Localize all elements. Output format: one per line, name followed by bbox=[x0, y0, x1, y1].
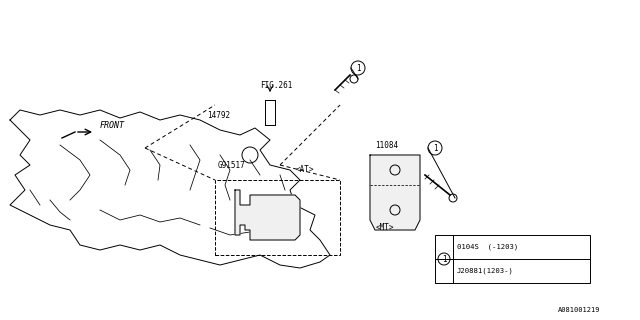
Text: 1: 1 bbox=[433, 143, 437, 153]
Text: <MT>: <MT> bbox=[376, 223, 394, 232]
Text: 0104S  (-1203): 0104S (-1203) bbox=[457, 244, 518, 250]
Text: 1: 1 bbox=[442, 254, 446, 263]
Text: <AT>: <AT> bbox=[296, 165, 314, 174]
Text: FIG.261: FIG.261 bbox=[260, 81, 292, 90]
Text: G91517: G91517 bbox=[218, 161, 246, 170]
Text: J20881(1203-): J20881(1203-) bbox=[457, 268, 514, 274]
Text: 11084: 11084 bbox=[375, 141, 398, 150]
Polygon shape bbox=[370, 155, 420, 230]
Bar bbox=[215, 180, 340, 255]
Text: 14792: 14792 bbox=[207, 111, 230, 120]
Polygon shape bbox=[235, 190, 300, 240]
Text: 1: 1 bbox=[356, 63, 360, 73]
Text: FRONT: FRONT bbox=[100, 121, 125, 130]
Bar bbox=[435, 235, 590, 283]
Text: A081001219: A081001219 bbox=[557, 307, 600, 313]
